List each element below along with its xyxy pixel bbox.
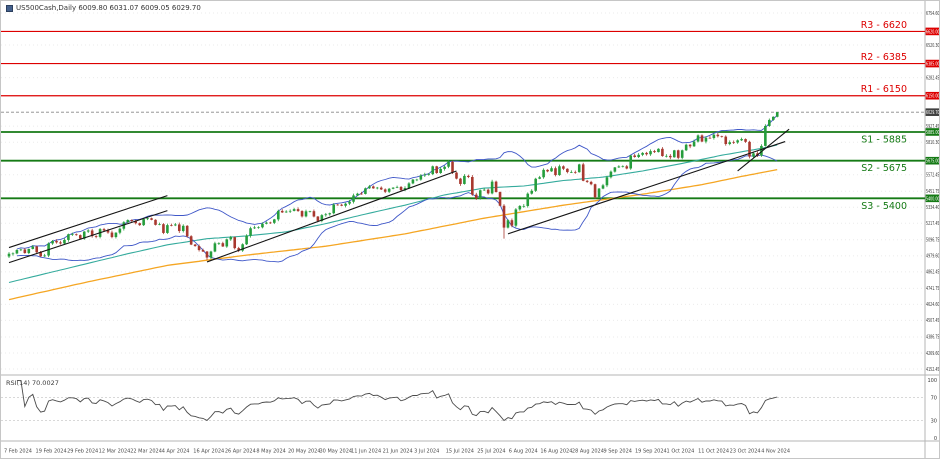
instrument-icon (6, 4, 13, 12)
svg-text:5885.00: 5885.00 (926, 130, 940, 136)
svg-text:6029.70: 6029.70 (926, 110, 940, 116)
svg-text:4152.45: 4152.45 (926, 367, 940, 373)
symbol-ohlc-text: US500Cash,Daily 6009.80 6031.07 6009.05 … (16, 4, 201, 12)
svg-text:6520.30: 6520.30 (926, 43, 940, 49)
trendline-3 (206, 170, 457, 263)
ma-teal-line (8, 144, 778, 284)
svg-text:6385.00: 6385.00 (926, 62, 940, 68)
date-label: 29 Feb 2024 (67, 449, 98, 455)
date-label: 25 Jul 2024 (477, 449, 505, 455)
date-label: 16 Aug 2024 (540, 449, 572, 455)
time-axis[interactable]: 7 Feb 2024 19 Feb 2024 29 Feb 2024 12 Mar 2… (4, 449, 790, 455)
svg-text:6150.00: 6150.00 (926, 94, 940, 100)
ma-orange-line (8, 168, 778, 301)
svg-text:5927.45: 5927.45 (926, 124, 940, 130)
level-label-s1: S1 - 5885 (861, 134, 907, 145)
date-label: 26 Apr 2024 (225, 449, 256, 455)
symbol-ohlc-header: US500Cash,Daily 6009.80 6031.07 6009.05 … (6, 4, 201, 12)
svg-text:30: 30 (931, 419, 937, 425)
svg-text:6282.45: 6282.45 (926, 75, 940, 81)
svg-text:5451.75: 5451.75 (926, 189, 940, 195)
svg-text:5810.30: 5810.30 (926, 140, 940, 146)
svg-text:100: 100 (927, 378, 937, 384)
axis-badge-r1 (925, 91, 939, 100)
level-label-r1: R1 - 6150 (861, 84, 907, 95)
level-line-s3[interactable]: S3 - 5400 5400.00 (1, 194, 940, 212)
trendline-4 (507, 141, 786, 235)
rsi-line (16, 380, 778, 422)
level-label-r3: R3 - 6620 (861, 20, 907, 31)
date-label: 9 Sep 2024 (603, 449, 632, 455)
svg-text:6620.00: 6620.00 (926, 29, 940, 35)
level-label-r2: R2 - 6385 (861, 52, 907, 63)
svg-text:0: 0 (934, 436, 937, 442)
svg-text:70: 70 (931, 395, 937, 401)
date-label: 4 Apr 2024 (162, 449, 190, 455)
rsi-indicator-label: RSI(14) 70.0027 (6, 379, 59, 387)
date-label: 30 May 2024 (320, 449, 353, 455)
date-label: 15 Jul 2024 (446, 449, 474, 455)
date-label: 11 Oct 2024 (698, 449, 729, 455)
candles-series (7, 111, 779, 261)
axis-badge-r3 (925, 27, 939, 36)
date-label: 1 Oct 2024 (667, 449, 695, 455)
svg-text:5096.75: 5096.75 (926, 238, 940, 244)
date-label: 7 Feb 2024 (4, 449, 32, 455)
svg-text:4269.60: 4269.60 (926, 351, 940, 357)
level-label-s2: S2 - 5675 (861, 163, 907, 174)
date-label: 21 Jun 2024 (383, 449, 413, 455)
date-label: 28 Aug 2024 (572, 449, 604, 455)
trendline-1 (8, 195, 168, 249)
axis-badge-s1 (925, 128, 939, 136)
level-line-r3[interactable]: R3 - 6620 6620.00 (1, 20, 940, 36)
date-label: 8 May 2024 (256, 449, 285, 455)
date-label: 23 Oct 2024 (730, 449, 761, 455)
date-label: 12 Mar 2024 (99, 449, 131, 455)
sr-levels[interactable]: R3 - 6620 6620.00 R2 - 6385 6385.00 R1 - 615… (1, 20, 940, 212)
level-line-s1[interactable]: S1 - 5885 5885.00 (1, 128, 940, 145)
trendlines[interactable] (8, 128, 790, 264)
date-label: 4 Nov 2024 (761, 449, 790, 455)
date-label: 11 Jun 2024 (351, 449, 381, 455)
svg-text:5675.00: 5675.00 (926, 159, 940, 165)
date-label: 6 Aug 2024 (509, 449, 538, 455)
svg-text:5572.45: 5572.45 (926, 173, 940, 179)
trendline-2 (8, 210, 168, 264)
axis-badge-r2 (925, 59, 939, 68)
date-label: 20 May 2024 (288, 449, 321, 455)
rsi-panel[interactable]: 100 70 30 0 (1, 378, 937, 442)
date-label: 19 Feb 2024 (36, 449, 67, 455)
level-line-s2[interactable]: S2 - 5675 5675.00 (1, 156, 940, 174)
current-price-tag: 6029.70 (925, 108, 940, 116)
trendline-5 (737, 128, 790, 172)
level-line-r2[interactable]: R2 - 6385 6385.00 (1, 52, 940, 68)
svg-text:4862.45: 4862.45 (926, 270, 940, 276)
axis-badge-s3 (925, 194, 939, 203)
svg-text:5400.00: 5400.00 (926, 196, 940, 202)
svg-text:4741.75: 4741.75 (926, 286, 940, 292)
level-line-r1[interactable]: R1 - 6150 6150.00 (1, 84, 940, 100)
svg-text:4386.75: 4386.75 (926, 335, 940, 341)
svg-text:6754.60: 6754.60 (926, 11, 940, 17)
svg-text:5334.40: 5334.40 (926, 205, 940, 211)
price-axis[interactable]: 6754.60 6520.30 6282.45 5927.45 5810.30 5572.… (926, 11, 940, 373)
svg-text:4624.60: 4624.60 (926, 302, 940, 308)
date-label: 19 Sep 2024 (635, 449, 667, 455)
date-label: 22 Mar 2024 (130, 449, 162, 455)
date-label: 16 Apr 2024 (193, 449, 224, 455)
level-label-s3: S3 - 5400 (861, 201, 907, 212)
date-label: 3 Jul 2024 (414, 449, 439, 455)
axis-badge-s2 (925, 156, 939, 165)
indicator-lines (8, 114, 778, 301)
svg-text:5217.45: 5217.45 (926, 221, 940, 227)
svg-text:4507.45: 4507.45 (926, 318, 940, 324)
bollinger-lower-line (16, 154, 778, 263)
svg-text:4979.60: 4979.60 (926, 254, 940, 260)
